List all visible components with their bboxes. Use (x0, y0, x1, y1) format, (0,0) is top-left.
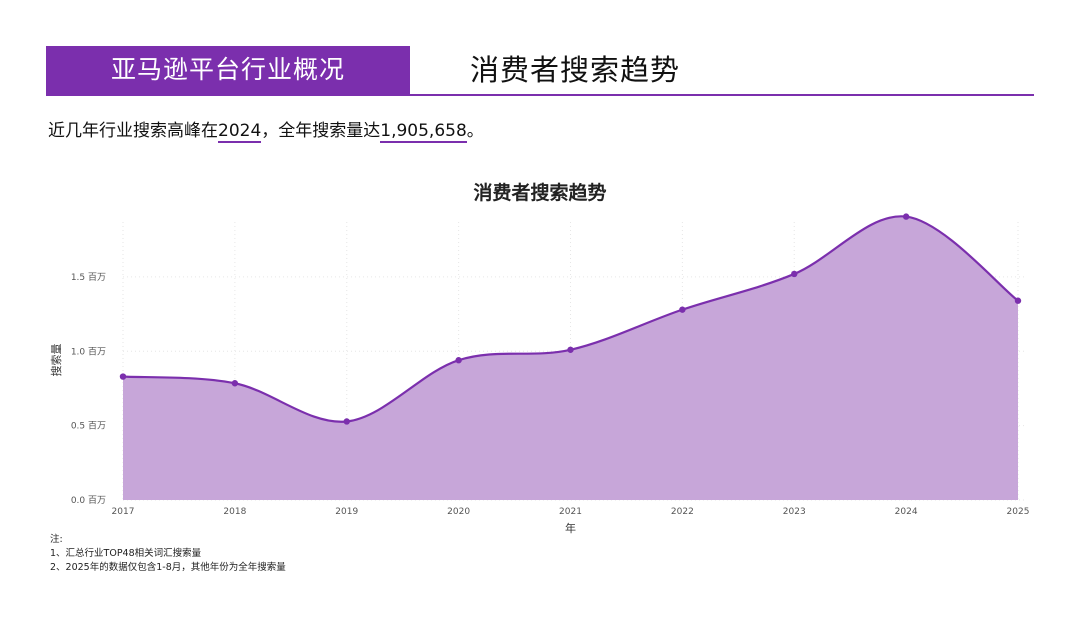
summary-peak-year: 2024 (218, 121, 262, 143)
y-tick-label: 0.0 百万 (71, 495, 106, 506)
data-point-2025 (1014, 297, 1022, 304)
data-point-2022 (679, 306, 686, 313)
x-tick-label: 2021 (559, 507, 582, 517)
data-point-2019 (343, 418, 350, 425)
data-point-2020 (455, 357, 462, 364)
note-line-1: 1、汇总行业TOP48相关词汇搜索量 (50, 548, 202, 559)
x-tick-label: 2023 (783, 507, 806, 517)
data-point-2018 (231, 380, 239, 387)
note-line-2: 2、2025年的数据仅包含1-8月，其他年份为全年搜索量 (50, 562, 286, 573)
y-tick-label: 1.5 百万 (71, 272, 106, 283)
y-tick-label: 1.0 百万 (71, 346, 106, 357)
summary-prefix: 近几年行业搜索高峰在 (48, 121, 218, 141)
data-points (119, 213, 1022, 425)
x-tick-label: 2017 (112, 507, 135, 517)
summary-middle: ，全年搜索量达 (261, 121, 381, 141)
footnotes: 注: 1、汇总行业TOP48相关词汇搜索量 2、2025年的数据仅包含1-8月，… (50, 533, 286, 575)
data-point-2021 (567, 346, 574, 353)
y-axis-label: 搜索量 (49, 344, 63, 377)
summary-peak-value: 1,905,658 (380, 121, 467, 143)
x-axis-ticks: 2017 2018 2019 2020 2021 2022 2023 2024 2025 (112, 507, 1030, 517)
summary-suffix: 。 (466, 121, 484, 141)
x-tick-label: 2019 (335, 507, 358, 517)
y-axis-ticks: 0.0 百万 0.5 百万 1.0 百万 1.5 百万 (71, 272, 106, 506)
page-title: 消费者搜索趋势 (470, 53, 681, 87)
header-banner: 亚马逊平台行业概况 (46, 46, 410, 94)
summary-text: 近几年行业搜索高峰在2024，全年搜索量达1,905,658。 (48, 116, 484, 143)
x-tick-label: 2022 (671, 507, 694, 517)
data-point-2024 (902, 213, 910, 220)
data-point-2023 (791, 270, 798, 278)
area-fill (123, 216, 1018, 500)
y-tick-label: 0.5 百万 (71, 421, 106, 432)
x-tick-label: 2024 (895, 507, 918, 517)
x-tick-label: 2025 (1007, 507, 1030, 517)
data-point-2017 (119, 373, 127, 380)
chart-title: 消费者搜索趋势 (473, 182, 607, 204)
header-divider (46, 94, 1034, 96)
x-axis-label: 年 (565, 521, 576, 535)
notes-heading: 注: (50, 534, 63, 545)
x-tick-label: 2018 (223, 507, 246, 517)
x-tick-label: 2020 (447, 507, 470, 517)
